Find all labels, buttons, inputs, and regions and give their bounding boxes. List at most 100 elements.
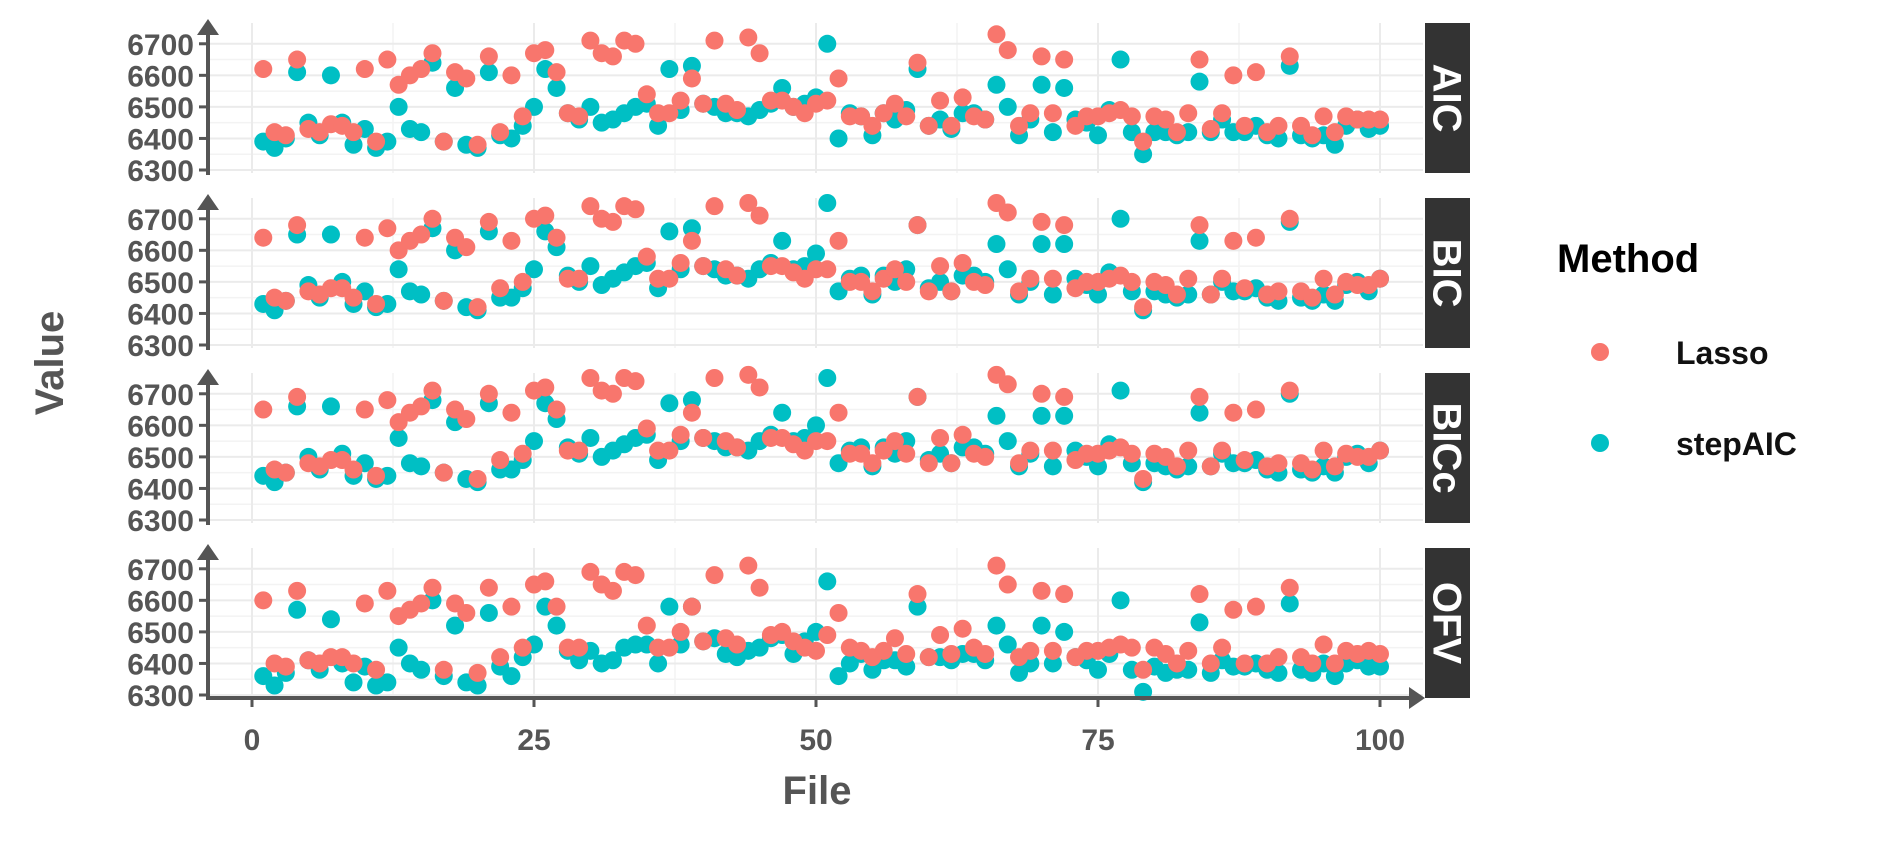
data-point: [378, 673, 397, 692]
data-point: [829, 603, 848, 622]
facet-strip-label: OFV: [1425, 582, 1469, 665]
data-point: [908, 387, 927, 406]
data-point: [423, 381, 442, 400]
data-point: [626, 566, 645, 585]
data-point: [671, 425, 690, 444]
data-point: [976, 447, 995, 466]
data-point: [412, 397, 431, 416]
data-point: [547, 400, 566, 419]
data-point: [660, 60, 679, 79]
data-point: [739, 194, 758, 212]
data-point: [536, 206, 555, 225]
data-point: [254, 228, 273, 247]
data-point: [637, 616, 656, 635]
data-point: [570, 269, 589, 288]
y-tick-label: 6600: [127, 585, 194, 618]
data-point: [1325, 667, 1344, 686]
data-point: [660, 269, 679, 288]
data-point: [987, 25, 1006, 44]
data-point: [525, 260, 543, 279]
data-point: [998, 432, 1017, 451]
data-point: [1269, 454, 1288, 473]
data-point: [1325, 123, 1344, 142]
data-point: [998, 575, 1017, 594]
data-point: [434, 660, 453, 679]
data-point: [885, 432, 904, 451]
data-point: [479, 212, 498, 231]
data-point: [660, 222, 679, 241]
data-point: [739, 28, 758, 47]
data-point: [953, 88, 972, 107]
y-tick-label: 6500: [127, 92, 194, 125]
data-point: [728, 101, 747, 120]
data-point: [1156, 110, 1175, 129]
data-point: [1122, 638, 1141, 657]
data-point: [1032, 47, 1051, 66]
data-point: [1269, 116, 1288, 135]
data-point: [457, 69, 476, 88]
data-point: [919, 648, 938, 667]
data-point: [276, 657, 295, 676]
facet-strip: [1425, 23, 1470, 173]
data-point: [818, 194, 837, 212]
legend-title: Method: [1557, 237, 1699, 281]
data-point: [491, 451, 510, 470]
data-point: [1190, 613, 1209, 632]
data-point: [637, 247, 656, 266]
data-point: [1010, 282, 1029, 301]
data-point: [547, 228, 566, 247]
y-tick-label: 6400: [127, 298, 194, 331]
series-lasso: [254, 556, 1389, 682]
data-point: [874, 641, 893, 660]
data-point: [987, 406, 1006, 425]
data-point: [682, 597, 701, 616]
data-point: [976, 276, 995, 295]
data-point: [344, 460, 363, 479]
data-point: [1010, 454, 1029, 473]
data-point: [547, 63, 566, 82]
data-point: [1134, 469, 1153, 488]
data-point: [694, 94, 713, 113]
data-point: [750, 44, 769, 63]
data-point: [423, 578, 442, 597]
facet-strip-label: AIC: [1425, 64, 1469, 133]
data-point: [728, 438, 747, 457]
x-tick-label: 50: [799, 724, 832, 757]
data-point: [1032, 212, 1051, 231]
data-point: [581, 428, 600, 447]
data-point: [288, 600, 307, 619]
data-point: [1010, 116, 1029, 135]
data-point: [1235, 279, 1254, 298]
data-point: [818, 34, 837, 53]
data-point: [276, 126, 295, 145]
facet-strip-label: BIC: [1425, 239, 1469, 308]
data-point: [829, 69, 848, 88]
data-point: [581, 369, 600, 387]
data-point: [1280, 209, 1299, 228]
data-point: [671, 253, 690, 272]
data-point: [344, 123, 363, 142]
data-point: [457, 603, 476, 622]
data-point: [513, 638, 532, 657]
data-point: [254, 591, 273, 610]
data-point: [682, 391, 701, 410]
data-point: [829, 667, 848, 686]
data-point: [987, 616, 1006, 635]
y-axis-arrow: [197, 194, 219, 210]
data-point: [919, 454, 938, 473]
data-point: [739, 556, 758, 575]
data-point: [468, 469, 487, 488]
data-point: [1055, 50, 1074, 69]
y-axis-arrow: [197, 544, 219, 560]
data-point: [412, 660, 431, 679]
data-point: [1371, 269, 1389, 288]
data-point: [998, 375, 1017, 394]
data-point: [389, 260, 408, 279]
data-point: [389, 97, 408, 116]
data-point: [491, 279, 510, 298]
data-point: [1303, 460, 1322, 479]
data-point: [344, 654, 363, 673]
data-point: [998, 97, 1017, 116]
data-point: [1235, 116, 1254, 135]
